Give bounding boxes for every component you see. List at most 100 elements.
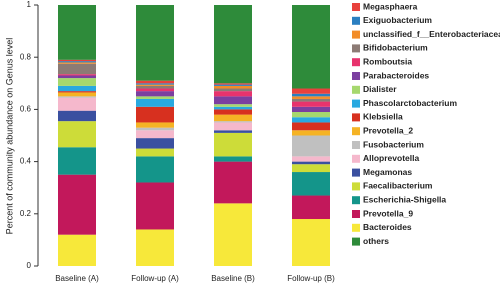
bar-segment	[292, 93, 330, 97]
bar-segment	[58, 121, 96, 148]
bar-segment	[58, 85, 96, 92]
legend-swatch	[352, 30, 360, 39]
legend-swatch	[352, 85, 360, 94]
bar-segment	[214, 114, 252, 122]
legend-swatch	[352, 113, 360, 122]
bar-segment	[214, 88, 252, 92]
bar-segment	[292, 112, 330, 118]
bar-segment	[214, 109, 252, 115]
bar-segment	[58, 96, 96, 98]
y-tick-label: 0.4	[20, 157, 32, 166]
x-tick-label: Baseline (A)	[55, 274, 99, 283]
bar-segment	[292, 161, 330, 165]
legend-swatch	[352, 72, 360, 80]
y-tick-label: 0.2	[20, 209, 32, 218]
bar-segment	[214, 161, 252, 204]
bar-segment	[292, 96, 330, 99]
legend-swatch	[352, 196, 360, 205]
bar-segment	[292, 101, 330, 107]
bar-segment	[136, 138, 174, 149]
bar-segment	[58, 97, 96, 111]
bar-segment	[136, 83, 174, 85]
bar-segment	[292, 164, 330, 173]
x-tick-label: Baseline (B)	[211, 274, 255, 283]
legend-swatch	[352, 44, 360, 53]
bar-segment	[214, 85, 252, 89]
bar-segment	[214, 156, 252, 162]
bar-segment	[214, 122, 252, 131]
bar-segment	[214, 84, 252, 86]
bar-segment	[136, 127, 174, 131]
legend-label: Prevotella_9	[363, 208, 413, 218]
x-tick-label: Follow-up (A)	[131, 274, 179, 283]
legend-swatch	[352, 154, 360, 163]
bar-segment	[214, 132, 252, 157]
bar-segment	[136, 182, 174, 230]
legend-label: Klebsiella	[363, 112, 403, 122]
bar-segment	[58, 78, 96, 86]
legend-swatch	[352, 127, 360, 136]
bar-segment	[292, 172, 330, 196]
legend-label: Megamonas	[363, 167, 412, 177]
legend-swatch	[352, 141, 360, 149]
bar-segment	[214, 5, 252, 84]
legend-label: Exiguobacterium	[363, 15, 432, 25]
legend-label: Phascolarctobacterium	[363, 98, 457, 108]
bar-segment	[292, 156, 330, 162]
legend-swatch	[352, 182, 360, 191]
legend-swatch	[352, 237, 360, 246]
legend-label: Romboutsia	[363, 56, 412, 66]
bar-segment	[136, 148, 174, 157]
legend-swatch	[352, 58, 360, 67]
bar-segment	[58, 63, 96, 75]
bar-segment	[136, 156, 174, 183]
bar-segment	[136, 130, 174, 139]
bar-segment	[292, 106, 330, 113]
legend-label: others	[363, 236, 389, 246]
bar-segment	[58, 92, 96, 97]
bar-segment	[136, 5, 174, 81]
legend-swatch	[352, 16, 360, 25]
bar-segment	[292, 98, 330, 102]
bar-segment	[214, 83, 252, 85]
y-tick-label: 0.8	[20, 52, 32, 61]
bar-segment	[58, 61, 96, 63]
legend-label: Bifidobacterium	[363, 43, 428, 53]
bar-segment	[58, 5, 96, 60]
bar-segment	[136, 84, 174, 86]
legend-label: Fusobacterium	[363, 139, 424, 149]
bar-segment	[58, 110, 96, 122]
bar-segment	[136, 122, 174, 128]
y-tick-label: 0.6	[20, 105, 32, 114]
y-tick-label: 1	[27, 0, 32, 9]
bar-segment	[292, 135, 330, 157]
bar-segment	[292, 117, 330, 123]
legend-label: Dialister	[363, 84, 397, 94]
bar-segment	[292, 219, 330, 266]
legend-swatch	[352, 210, 360, 218]
legend-swatch	[352, 168, 360, 177]
bar-segment	[136, 106, 174, 123]
bar-segment	[292, 122, 330, 131]
legend-label: Escherichia-Shigella	[363, 194, 446, 204]
bar-segment	[292, 130, 330, 136]
bar-segment	[136, 85, 174, 89]
bar-segment	[214, 203, 252, 266]
bar-segment	[214, 91, 252, 97]
bar-segment	[214, 96, 252, 105]
y-axis-label: Percent of community abundance on Genus …	[4, 38, 14, 235]
bar-segment	[136, 80, 174, 84]
legend-label: unclassified_f__Enterobacteriaceae	[363, 29, 500, 39]
bar-segment	[58, 234, 96, 266]
bar-segment	[214, 106, 252, 110]
bar-segment	[136, 98, 174, 107]
x-tick-label: Follow-up (B)	[287, 274, 335, 283]
legend-label: Faecalibacterium	[363, 181, 433, 191]
bar-segment	[58, 147, 96, 175]
bar-segment	[214, 130, 252, 133]
bar-segment	[214, 104, 252, 107]
bar-segment	[292, 195, 330, 220]
legend-swatch	[352, 3, 360, 11]
bar-segment	[58, 59, 96, 62]
